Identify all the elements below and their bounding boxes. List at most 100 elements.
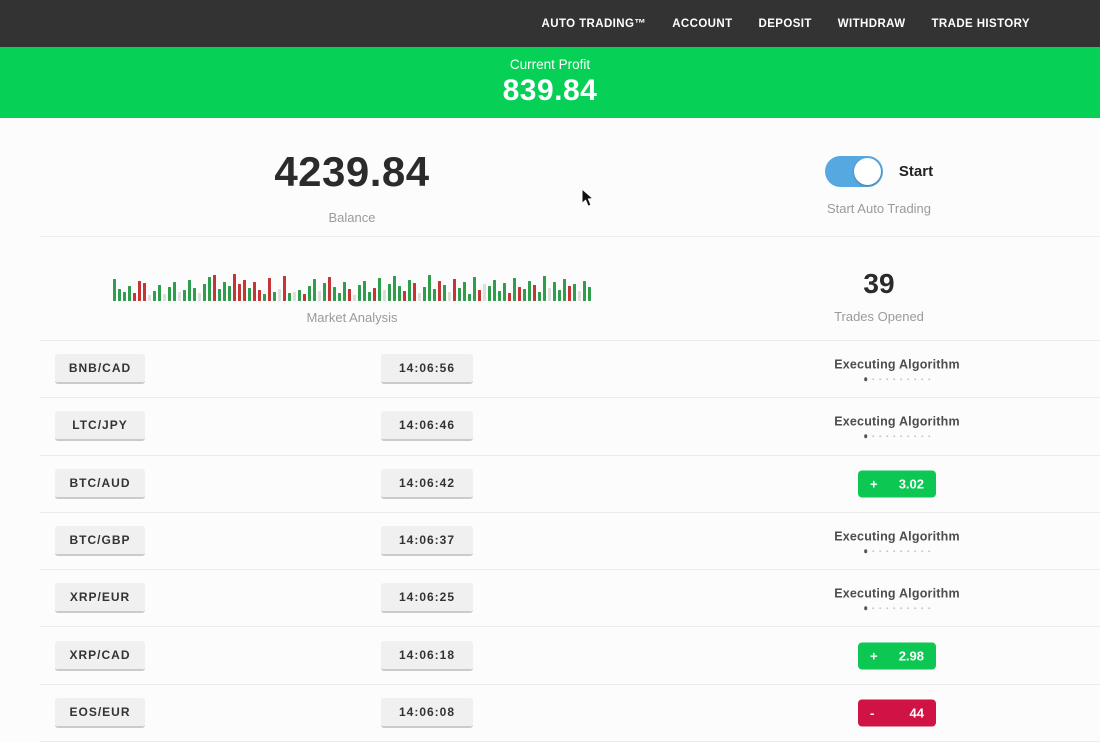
time-badge: 14:06:18	[381, 640, 473, 671]
progress-dot	[878, 549, 882, 553]
time-badge: 14:06:56	[381, 354, 473, 385]
stats-section: 4239.84 Balance Start Start Auto Trading	[40, 118, 1100, 237]
market-bar	[228, 285, 231, 301]
trade-row: LTC/JPY 14:06:46 Executing Algorithm	[40, 398, 1100, 456]
progress-dot	[863, 606, 868, 611]
market-bar	[223, 281, 226, 301]
progress-dot	[885, 435, 889, 438]
market-bar	[398, 285, 401, 301]
progress-dot	[885, 549, 889, 553]
progress-dots	[863, 377, 931, 381]
progress-dot	[927, 549, 931, 553]
market-bar	[388, 283, 391, 301]
progress-dot	[906, 377, 910, 381]
progress-dot	[927, 377, 931, 381]
market-bar	[538, 291, 541, 301]
market-bar	[568, 285, 571, 301]
market-bar	[488, 285, 491, 301]
trades-opened-label: Trades Opened	[834, 308, 924, 324]
progress-dot	[899, 549, 903, 553]
market-bar	[508, 292, 511, 301]
market-bar	[578, 290, 581, 301]
trade-status: +2.98	[858, 642, 936, 670]
market-bar	[588, 286, 591, 301]
top-nav: AUTO TRADING™ ACCOUNT DEPOSIT WITHDRAW TRADE…	[0, 0, 1100, 47]
market-bar	[338, 292, 341, 301]
market-analysis-block: Market Analysis	[40, 251, 664, 340]
trades-opened-value: 39	[863, 267, 895, 299]
auto-trading-toggle[interactable]	[824, 156, 883, 187]
market-bar	[478, 289, 481, 301]
pair-badge: XRP/EUR	[55, 583, 145, 614]
market-bar	[243, 279, 246, 301]
time-badge: 14:06:08	[381, 697, 473, 728]
market-bar	[238, 283, 241, 301]
market-bar	[213, 274, 216, 301]
progress-dot	[871, 549, 875, 553]
executing-label: Executing Algorithm	[834, 529, 960, 544]
market-bar	[358, 284, 361, 301]
toggle-knob	[853, 158, 881, 185]
trade-status: +3.02	[858, 470, 936, 498]
nav-item-deposit[interactable]: DEPOSIT	[758, 17, 812, 30]
pair-badge: EOS/EUR	[55, 697, 145, 728]
trade-row: XRP/CAD 14:06:18 +2.98	[40, 627, 1100, 685]
market-bar	[433, 288, 436, 301]
market-bar	[278, 288, 281, 301]
trade-row: BNB/CAD 14:06:56 Executing Algorithm	[40, 341, 1100, 399]
progress-dot	[863, 377, 868, 381]
progress-dot	[892, 377, 896, 381]
market-bar	[343, 281, 346, 301]
balance-value: 4239.84	[274, 147, 430, 195]
progress-dots	[863, 606, 931, 611]
progress-dot	[871, 377, 875, 381]
time-badge: 14:06:46	[381, 411, 473, 442]
progress-dot	[913, 607, 917, 610]
progress-dot	[892, 607, 896, 610]
market-bar	[453, 278, 456, 301]
trades-table: BNB/CAD 14:06:56 Executing Algorithm LTC/JP…	[40, 341, 1100, 742]
market-bar	[483, 283, 486, 301]
market-bar	[138, 280, 141, 301]
market-bar	[153, 290, 156, 301]
trade-status: Executing Algorithm	[834, 587, 960, 611]
market-bar	[193, 287, 196, 301]
nav-item-withdraw[interactable]: WITHDRAW	[837, 17, 906, 30]
market-bar	[118, 288, 121, 301]
progress-dot	[899, 607, 903, 610]
market-bar	[183, 289, 186, 301]
progress-dot	[878, 435, 882, 438]
nav-menu: AUTO TRADING™ ACCOUNT DEPOSIT WITHDRAW TRADE…	[542, 18, 1030, 30]
market-bar	[323, 282, 326, 301]
progress-dot	[906, 549, 910, 553]
profit-badge: +2.98	[858, 642, 936, 670]
market-bar	[313, 278, 316, 301]
progress-dots	[863, 549, 931, 553]
progress-dot	[863, 549, 868, 553]
progress-dot	[899, 377, 903, 381]
progress-dot	[913, 377, 917, 381]
nav-item-account[interactable]: ACCOUNT	[672, 17, 733, 30]
profit-banner-label: Current Profit	[509, 57, 591, 72]
market-bar	[543, 275, 546, 301]
market-bar	[288, 292, 291, 301]
result-sign: -	[870, 705, 875, 721]
market-bar	[378, 277, 381, 301]
trade-status: Executing Algorithm	[834, 415, 960, 439]
progress-dot	[878, 377, 882, 381]
progress-dot	[906, 435, 910, 438]
market-bar	[283, 275, 286, 301]
trade-row: BTC/GBP 14:06:37 Executing Algorithm	[40, 513, 1100, 571]
trade-row: XRP/EUR 14:06:25 Executing Algorithm	[40, 570, 1100, 628]
executing-label: Executing Algorithm	[834, 414, 960, 429]
result-value: 3.02	[898, 476, 924, 492]
progress-dot	[920, 377, 924, 381]
market-bar	[293, 291, 296, 301]
market-bar	[533, 284, 536, 301]
executing-label: Executing Algorithm	[834, 357, 960, 372]
result-sign: +	[870, 648, 878, 664]
nav-item-trade-history[interactable]: TRADE HISTORY	[931, 17, 1030, 30]
nav-item-auto-trading[interactable]: AUTO TRADING™	[541, 17, 647, 30]
market-bar	[218, 288, 221, 301]
balance-block: 4239.84 Balance	[40, 136, 664, 236]
